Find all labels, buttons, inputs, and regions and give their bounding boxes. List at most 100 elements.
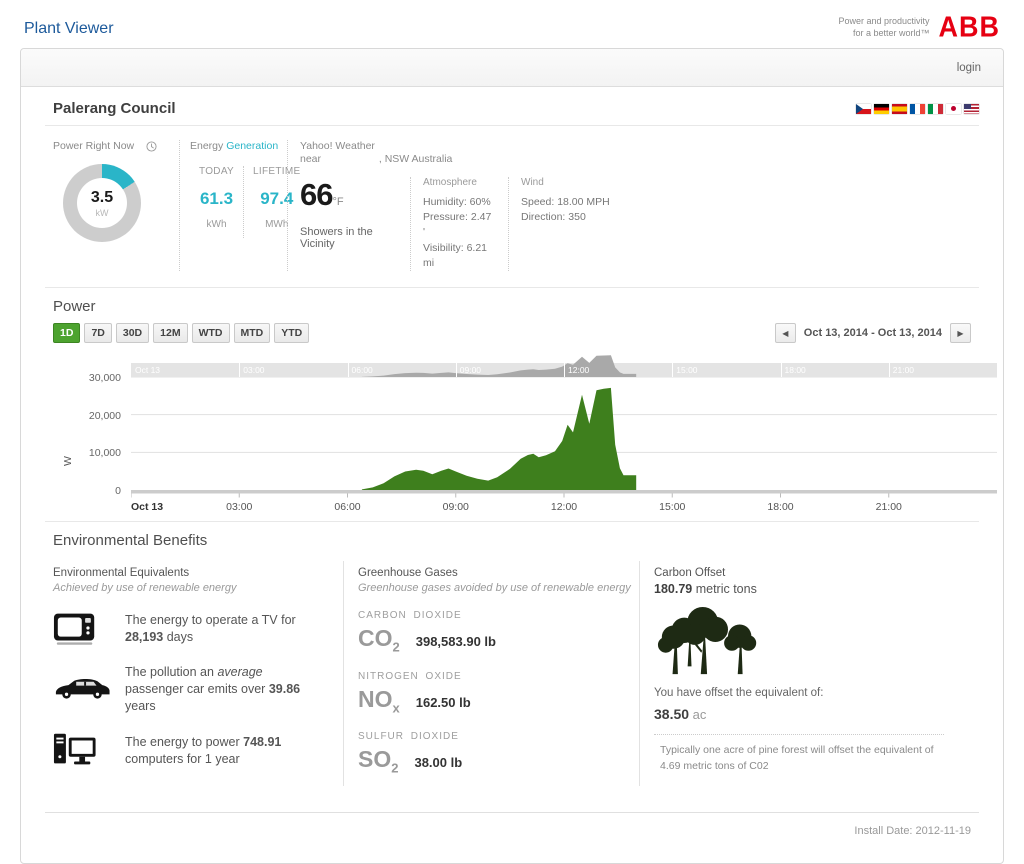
power-now-unit: kW (95, 207, 109, 218)
greenhouse-gases-column: Greenhouse Gases Greenhouse gases avoide… (343, 561, 639, 786)
equivalent-computers-text: The energy to power 748.91 computers for… (125, 734, 282, 766)
chart-navigator[interactable]: Oct 13 03:00 06:00 09:00 12:00 15:00 18:00 21:0… (131, 355, 997, 378)
czech-flag-icon[interactable] (856, 103, 871, 114)
navigator-tick-label: 12:00 (568, 365, 590, 376)
divider (45, 125, 979, 126)
weather-temp: 66 (300, 177, 333, 212)
power-section-title: Power (53, 298, 96, 316)
germany-flag-icon[interactable] (874, 103, 889, 114)
energy-today-column: TODAY 61.3 kWh (190, 166, 243, 238)
italy-flag-icon[interactable] (928, 103, 943, 114)
gas-nox-value: 162.50 lb (415, 694, 471, 710)
gas-nox-name: NITROGEN OXIDE (358, 670, 462, 682)
date-range-label[interactable]: Oct 13, 2014 - Oct 13, 2014 (803, 327, 942, 340)
weather-widget: Yahoo! Weather near , NSW Australia 66°F… (287, 140, 979, 272)
weather-atmosphere-block: Atmosphere Humidity: 60% Pressure: 2.47 … (410, 177, 508, 272)
plant-name: Palerang Council (53, 100, 176, 117)
range-button-7d[interactable]: 7D (84, 323, 112, 344)
range-button-wtd[interactable]: WTD (191, 323, 230, 344)
energy-lifetime-column: LIFETIME 97.4 MWh (243, 166, 309, 238)
x-tick-label: 03:00 (226, 501, 253, 514)
prev-date-button[interactable]: ◀ (774, 323, 796, 344)
wind-speed: Speed: 18.00 MPH (521, 196, 610, 208)
equivalents-heading: Environmental Equivalents (53, 567, 190, 580)
x-tick-label: 12:00 (550, 501, 578, 514)
page-header: Plant Viewer Power and productivity for … (0, 0, 1024, 48)
navigator-tick-label: 03:00 (243, 365, 265, 376)
atmosphere-label: Atmosphere (423, 177, 477, 188)
navigator-gridline (347, 363, 349, 378)
offset-note: Typically one acre of pine forest will o… (654, 734, 944, 775)
navigator-gridline (239, 363, 241, 378)
footer: Install Date: 2012-11-19 (45, 811, 979, 863)
energy-generation-widget: Energy Generation TODAY 61.3 kWh LIFETIM… (179, 140, 300, 272)
gases-subheading: Greenhouse gases avoided by use of renew… (358, 582, 631, 595)
today-unit: kWh (206, 219, 227, 230)
x-axis-line (131, 490, 997, 494)
range-buttons: 1D 7D 30D 12M WTD MTD YTD (53, 323, 310, 344)
navigator-tick-label: 09:00 (459, 365, 482, 376)
gas-so2-symbol: SO2 (358, 746, 399, 776)
x-axis-labels: Oct 13 03:00 06:00 09:00 12:00 15:00 18:00 21:0… (131, 501, 997, 519)
weather-temp-unit: °F (332, 196, 344, 208)
abb-logo: ABB (938, 11, 1000, 43)
power-controls: 1D 7D 30D 12M WTD MTD YTD ◀ Oct 13, 2014 - Oct… (21, 321, 1003, 349)
lifetime-unit: MWh (265, 219, 289, 230)
weather-wind-block: Wind Speed: 18.00 MPH Direction: 350 (508, 177, 622, 272)
clock-icon[interactable] (146, 140, 157, 152)
spain-flag-icon[interactable] (892, 103, 907, 114)
trees-icon (654, 606, 979, 681)
wind-label: Wind (521, 177, 544, 188)
energy-generation-toggle[interactable]: Generation (226, 140, 279, 152)
equivalent-tv-row: The energy to operate a TV for 28,193 da… (53, 611, 325, 647)
offset-acres: 38.50 ac (654, 706, 707, 723)
range-button-ytd[interactable]: YTD (274, 323, 310, 344)
x-tick-label: 21:00 (875, 501, 902, 514)
widgets-row: Power Right Now 3.5 kW Energy Generation… (21, 126, 1003, 287)
gas-so2-block: SULFUR DIOXIDE SO2 38.00 lb (358, 731, 639, 776)
navigator-tick-label: 21:00 (892, 365, 915, 376)
benefits-section-title: Environmental Benefits (53, 532, 208, 550)
login-link[interactable]: login (956, 61, 981, 74)
computer-icon (53, 732, 125, 770)
weather-pressure: Pressure: 2.47 ' (423, 211, 492, 239)
gases-heading: Greenhouse Gases (358, 567, 458, 580)
next-date-button[interactable]: ▶ (950, 323, 971, 344)
gas-so2-name: SULFUR DIOXIDE (358, 731, 459, 743)
today-label: TODAY (199, 166, 235, 177)
offset-amount: 180.79 metric tons (654, 582, 757, 597)
range-button-1d[interactable]: 1D (53, 323, 81, 344)
navigator-gridline (455, 363, 457, 378)
france-flag-icon[interactable] (910, 103, 925, 114)
range-button-30d[interactable]: 30D (115, 323, 150, 344)
language-flags (853, 103, 979, 114)
equivalent-computers-row: The energy to power 748.91 computers for… (53, 732, 325, 770)
weather-condition: Showers in the Vicinity (300, 226, 373, 250)
today-value: 61.3 (199, 189, 234, 208)
equivalent-car-row: The pollution an average passenger car e… (53, 664, 325, 715)
range-button-12m[interactable]: 12M (153, 323, 188, 344)
range-button-mtd[interactable]: MTD (233, 323, 271, 344)
divider (45, 521, 979, 523)
x-tick-label: 06:00 (334, 501, 361, 514)
chart-plot-area (131, 377, 997, 498)
divider (45, 287, 979, 289)
navigator-tick-label: 15:00 (676, 365, 698, 376)
usa-flag-icon[interactable] (964, 103, 979, 114)
power-now-value: 3.5 (90, 188, 114, 206)
weather-source: Yahoo! Weather (300, 140, 375, 152)
navigator-tick-label: Oct 13 (135, 365, 161, 376)
y-axis-labels: W 0 10,000 20,000 30,000 (62, 372, 125, 497)
brand-tagline-line2: for a better world™ (852, 27, 930, 38)
brand-tagline-line1: Power and productivity (838, 15, 930, 26)
main-container: login Palerang Council Power Right Now 3… (20, 48, 1004, 864)
weather-humidity: Humidity: 60% (423, 196, 491, 208)
x-tick-label: 09:00 (442, 501, 469, 514)
navigator-tick-label: 06:00 (351, 365, 373, 376)
x-tick-label: 18:00 (767, 501, 794, 514)
navigator-silhouette (361, 355, 637, 378)
gas-co2-value: 398,583.90 lb (415, 634, 496, 650)
japan-flag-icon[interactable] (946, 103, 961, 114)
benefits-row: Environmental Equivalents Achieved by us… (21, 555, 1003, 790)
app-title: Plant Viewer (24, 20, 114, 37)
